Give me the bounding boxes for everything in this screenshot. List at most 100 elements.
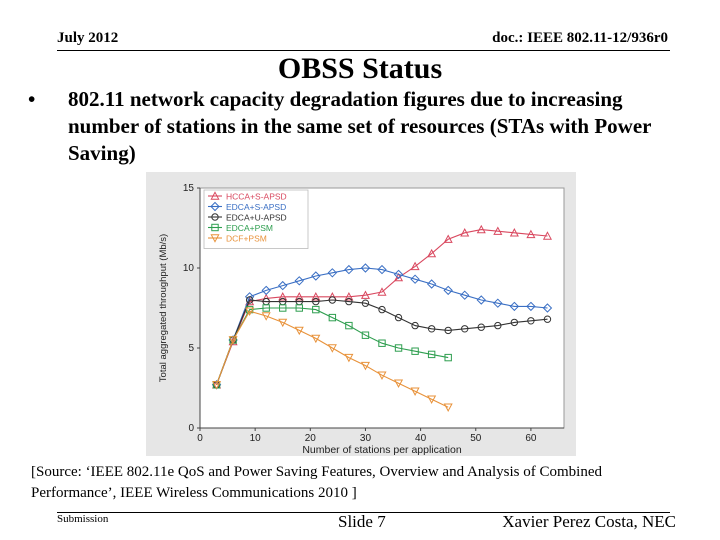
x-tick-label: 40: [415, 433, 427, 444]
x-tick-label: 60: [525, 433, 537, 444]
legend-marker: [211, 213, 219, 221]
header-divider: [57, 50, 670, 51]
data-point: [443, 234, 453, 243]
data-point: [460, 290, 470, 300]
data-point: [279, 304, 287, 312]
bullet-text: 802.11 network capacity degradation figu…: [68, 87, 652, 165]
data-point: [461, 325, 469, 333]
data-point: [444, 326, 452, 335]
y-tick-label: 15: [183, 183, 195, 194]
data-point: [344, 292, 354, 301]
data-point: [411, 347, 419, 355]
data-point: [509, 301, 520, 312]
data-point: [494, 321, 502, 330]
legend-label: EDCA+S-APSD: [226, 202, 286, 212]
data-point: [427, 248, 437, 258]
data-point: [360, 263, 371, 273]
chart-svg: 0 10 20 30 40 50 60 0 5 10 15 Number of stations pe…: [158, 183, 565, 456]
data-point: [443, 403, 453, 412]
legend-marker: [210, 234, 220, 243]
data-point: [228, 336, 238, 345]
data-point: [278, 318, 288, 328]
series-line-2: [215, 299, 548, 385]
y-tick-label: 10: [183, 263, 195, 274]
legend-label: EDCA+U-APSD: [226, 213, 287, 223]
data-point: [245, 296, 254, 304]
data-point: [526, 229, 536, 239]
data-point: [212, 381, 222, 390]
y-axis-label: Total aggregated throughput (Mb/s): [158, 234, 169, 382]
x-tick-label: 50: [470, 433, 482, 444]
series-line-0: [215, 229, 548, 385]
data-point: [542, 231, 552, 240]
data-point: [543, 315, 552, 323]
series-line-1: [215, 267, 548, 385]
data-point: [444, 353, 452, 362]
data-point: [477, 323, 485, 331]
data-point: [344, 353, 354, 363]
data-point: [443, 285, 453, 296]
slide-title: OBSS Status: [277, 52, 443, 85]
data-point: [361, 331, 370, 339]
data-point: [460, 228, 470, 237]
data-point: [327, 268, 338, 278]
data-point: [394, 379, 404, 388]
data-point: [394, 313, 403, 322]
bullet-marker: •: [28, 87, 36, 111]
data-point: [312, 305, 320, 314]
data-point: [378, 305, 386, 314]
legend-box: [203, 189, 309, 249]
data-point: [427, 395, 437, 404]
data-point: [261, 285, 271, 296]
legend-label: DCF+PSM: [226, 234, 267, 244]
data-point: [393, 269, 404, 280]
x-tick-label: 30: [360, 433, 372, 444]
x-tick-label: 20: [305, 433, 317, 444]
data-point: [361, 299, 370, 307]
legend-marker: [210, 201, 220, 212]
data-point: [426, 279, 437, 289]
data-point: [295, 304, 303, 312]
data-point: [527, 317, 535, 325]
data-point: [360, 290, 370, 299]
data-point: [394, 272, 404, 282]
data-point: [328, 313, 337, 322]
data-point: [245, 307, 255, 316]
data-point: [410, 274, 420, 284]
series-line-3: [215, 307, 449, 385]
data-point: [360, 361, 370, 371]
header-date: July 2012: [57, 30, 119, 46]
data-point: [493, 226, 503, 235]
data-point: [262, 304, 270, 312]
data-point: [311, 292, 321, 301]
data-point: [411, 321, 419, 330]
data-point: [345, 297, 353, 306]
legend-label: HCCA+S-APSD: [226, 192, 287, 202]
data-point: [294, 276, 304, 286]
footer-slide-number: Slide 7: [338, 512, 386, 531]
data-point: [427, 350, 436, 359]
x-axis-label: Number of stations per application: [302, 444, 461, 456]
data-point: [427, 325, 436, 333]
data-point: [294, 292, 304, 301]
data-point: [312, 297, 320, 306]
data-point: [394, 344, 403, 352]
data-point: [377, 287, 387, 296]
data-point: [311, 271, 321, 281]
data-point: [509, 228, 519, 237]
footer-divider: [57, 512, 670, 513]
data-point: [510, 318, 519, 327]
y-tick-label: 5: [188, 343, 194, 354]
x-tick-label: 0: [197, 433, 203, 444]
data-point: [311, 334, 321, 344]
data-point: [327, 344, 337, 353]
data-point: [345, 321, 353, 330]
data-point: [328, 296, 337, 304]
data-point: [377, 264, 387, 275]
data-point: [261, 312, 271, 321]
data-point: [278, 292, 288, 301]
data-point: [377, 371, 387, 380]
data-point: [410, 261, 420, 271]
data-point: [228, 336, 238, 346]
data-point: [476, 295, 486, 305]
